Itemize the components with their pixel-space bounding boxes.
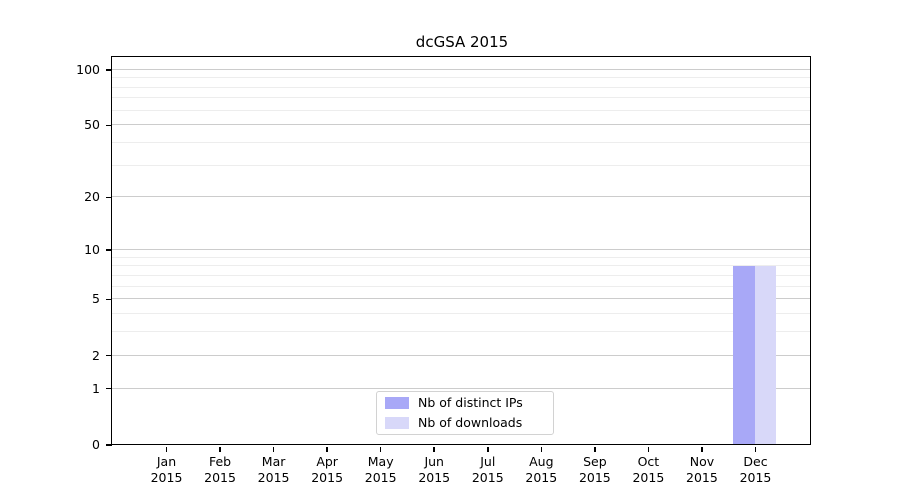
- minor-gridline: [112, 331, 811, 333]
- legend: Nb of distinct IPs Nb of downloads: [376, 391, 554, 435]
- major-gridline: [112, 68, 811, 70]
- x-tick-label: Mar 2015: [257, 454, 290, 485]
- x-tick-mark: [701, 446, 703, 452]
- x-tick-mark: [433, 446, 435, 452]
- y-tick-mark: [105, 124, 112, 127]
- minor-gridline: [112, 285, 811, 287]
- x-tick-label: Apr 2015: [311, 454, 344, 485]
- bar-distinct-ips: [733, 265, 755, 445]
- major-gridline: [112, 298, 811, 300]
- minor-gridline: [112, 109, 811, 111]
- y-tick-label: 2: [92, 347, 100, 363]
- x-tick-mark: [647, 446, 650, 452]
- major-gridline: [112, 354, 811, 356]
- minor-gridline: [112, 164, 811, 166]
- y-tick-mark: [105, 249, 112, 251]
- bar-downloads: [754, 265, 777, 445]
- y-tick-label: 10: [84, 242, 100, 258]
- x-tick-mark: [379, 446, 382, 452]
- y-tick-label: 5: [92, 291, 100, 307]
- y-tick-label: 0: [92, 437, 100, 452]
- x-tick-mark: [165, 446, 168, 452]
- legend-label-downloads: Nb of downloads: [418, 414, 523, 430]
- y-tick-mark: [105, 354, 112, 357]
- minor-gridline: [112, 141, 811, 143]
- minor-gridline: [112, 313, 811, 315]
- x-tick-label: Feb 2015: [204, 454, 236, 485]
- major-gridline: [112, 196, 811, 198]
- legend-entry-downloads: Nb of downloads: [385, 415, 545, 432]
- x-tick-label: Jun 2015: [418, 454, 451, 485]
- x-tick-label: Oct 2015: [632, 454, 665, 485]
- y-tick-label: 100: [76, 61, 100, 77]
- legend-swatch-distinct-ips-icon: [385, 397, 409, 410]
- x-tick-mark: [754, 446, 757, 452]
- x-tick-label: Dec 2015: [739, 454, 772, 485]
- minor-gridline: [112, 265, 811, 267]
- minor-gridline: [112, 86, 811, 88]
- y-tick-mark: [105, 298, 112, 301]
- x-tick-label: Aug 2015: [525, 454, 558, 485]
- minor-gridline: [112, 97, 811, 99]
- x-tick-label: Jul 2015: [471, 454, 504, 485]
- x-tick-label: Nov 2015: [686, 454, 718, 485]
- x-tick-mark: [594, 446, 596, 452]
- chart-title: dcGSA 2015: [415, 33, 509, 51]
- major-gridline: [112, 124, 811, 126]
- y-tick-mark: [105, 444, 112, 446]
- x-tick-mark: [326, 446, 328, 452]
- plot-area: [111, 56, 812, 446]
- y-tick-label: 50: [84, 117, 100, 133]
- y-tick-mark: [105, 69, 112, 71]
- x-tick-label: May 2015: [364, 454, 397, 485]
- major-gridline: [112, 387, 811, 389]
- x-tick-mark: [487, 446, 489, 452]
- x-tick-mark: [540, 446, 543, 452]
- x-tick-mark: [219, 446, 221, 452]
- y-tick-label: 20: [84, 189, 100, 205]
- legend-swatch-downloads-icon: [385, 416, 409, 429]
- x-tick-label: Sep 2015: [578, 454, 611, 485]
- y-tick-mark: [105, 387, 112, 390]
- minor-gridline: [112, 77, 811, 79]
- major-gridline: [112, 248, 811, 250]
- minor-gridline: [112, 256, 811, 258]
- y-tick-label: 1: [92, 380, 100, 396]
- minor-gridline: [112, 274, 811, 276]
- legend-entry-distinct-ips: Nb of distinct IPs: [385, 395, 545, 412]
- y-tick-mark: [105, 196, 112, 199]
- x-tick-mark: [272, 446, 275, 452]
- x-tick-label: Jan 2015: [150, 454, 183, 485]
- legend-label-distinct-ips: Nb of distinct IPs: [418, 395, 523, 411]
